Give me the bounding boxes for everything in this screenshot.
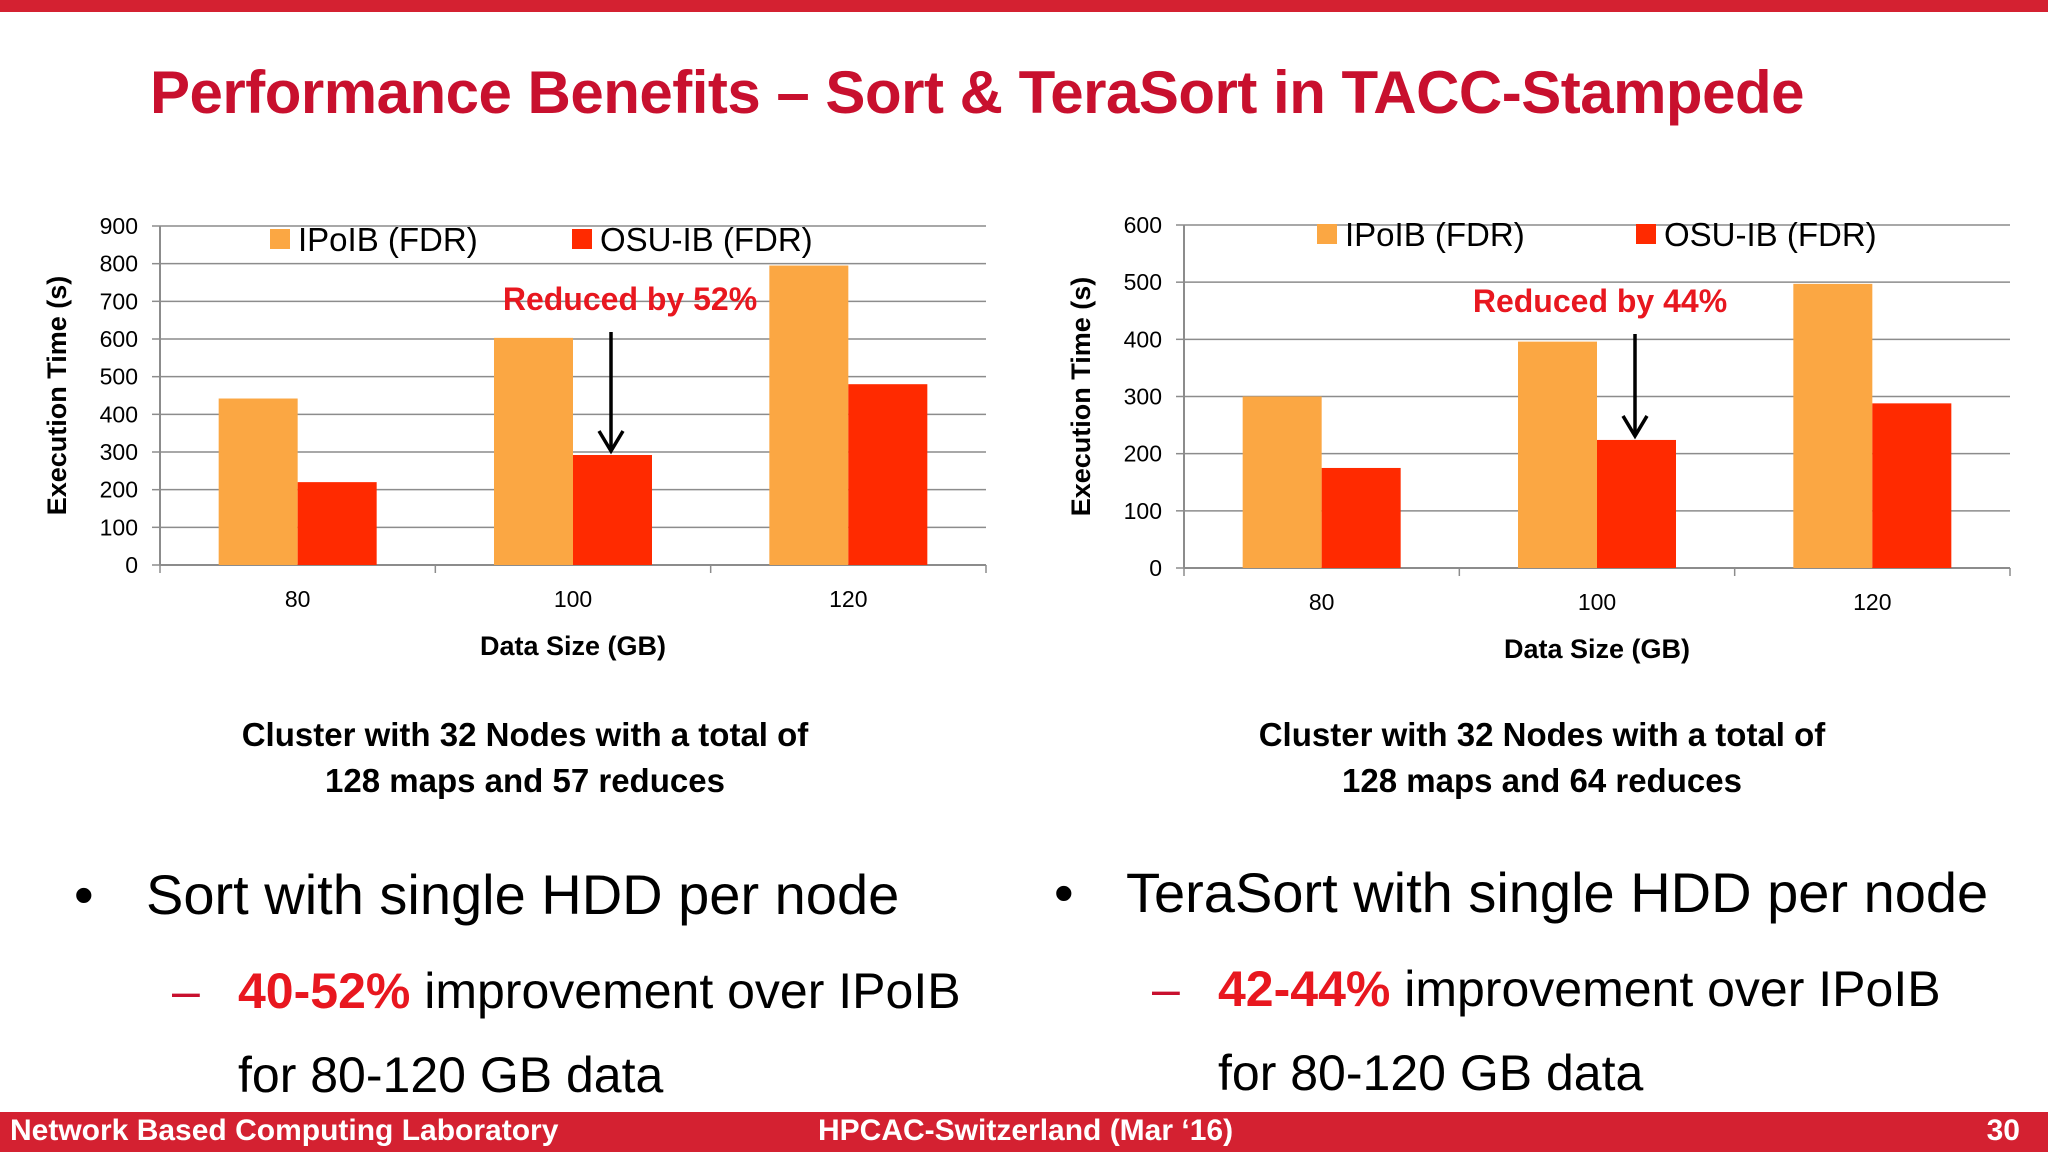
- sort-chart: 0 100 200 300 400 500 600 700 800 900 80 100 120 Data…: [42, 213, 987, 661]
- y-tick-label: 0: [125, 552, 138, 578]
- osu-ib-bar: [848, 384, 928, 565]
- terasort-caption: Cluster with 32 Nodes with a total of 12…: [1182, 712, 1902, 804]
- sort-sub-line-2: for 80-120 GB data: [238, 1047, 664, 1103]
- terasort-caption-line-2: 128 maps and 64 reduces: [1342, 762, 1742, 799]
- osu-ib-legend-swatch: [1636, 224, 1656, 244]
- y-tick-label: 200: [100, 477, 138, 503]
- ipoib-bar: [769, 265, 849, 565]
- osu-ib-bar: [1321, 467, 1401, 568]
- top-accent-bar: [0, 0, 2048, 12]
- sort-caption-line-1: Cluster with 32 Nodes with a total of: [241, 716, 809, 753]
- x-tick-label: 100: [1578, 589, 1616, 615]
- ipoib-bar: [1518, 341, 1597, 568]
- osu-ib-legend-label: OSU-IB (FDR): [1664, 216, 1877, 253]
- terasort-chart: 0 100 200 300 400 500 600 80 100 120 Data Size (GB…: [1066, 212, 2011, 664]
- ipoib-bar: [218, 398, 298, 565]
- sort-sub-line-1: 40-52% improvement over IPoIB: [238, 962, 961, 1020]
- ipoib-legend-swatch: [270, 229, 290, 249]
- y-tick-label: 900: [100, 213, 138, 239]
- footer-bar: Network Based Computing Laboratory HPCAC…: [0, 1112, 2048, 1152]
- y-tick-label: 400: [100, 401, 138, 427]
- osu-ib-bar: [1597, 439, 1676, 568]
- reduction-arrowhead: [597, 430, 625, 455]
- ipoib-legend-label: IPoIB (FDR): [1345, 216, 1525, 253]
- footer-event: HPCAC-Switzerland (Mar ‘16): [818, 1114, 1234, 1147]
- footer-lab-name: Network Based Computing Laboratory: [10, 1114, 559, 1147]
- osu-ib-bar: [1872, 403, 1952, 568]
- y-tick-label: 300: [100, 439, 138, 465]
- y-tick-label: 500: [100, 364, 138, 390]
- x-tick-label: 80: [1309, 589, 1335, 615]
- sort-caption-line-2: 128 maps and 57 reduces: [325, 762, 725, 799]
- terasort-sub-line-2: for 80-120 GB data: [1218, 1045, 1644, 1101]
- ipoib-legend-label: IPoIB (FDR): [298, 221, 478, 258]
- y-tick-label: 400: [1124, 326, 1162, 352]
- ipoib-legend-swatch: [1317, 224, 1337, 244]
- y-axis-title: Execution Time (s): [42, 276, 72, 516]
- sort-bullet-text: Sort with single HDD per node: [146, 863, 900, 926]
- x-tick-label: 100: [554, 586, 592, 612]
- sub-bullet-dash: –: [172, 963, 200, 1019]
- reduction-annotation: Reduced by 52%: [503, 281, 757, 317]
- y-tick-label: 300: [1124, 384, 1162, 410]
- y-tick-label: 100: [1124, 498, 1162, 524]
- ipoib-bar: [494, 337, 573, 565]
- terasort-sub-line-1: 42-44% improvement over IPoIB: [1218, 960, 1941, 1018]
- sort-improvement-text: improvement over IPoIB: [410, 963, 961, 1019]
- osu-ib-legend-label: OSU-IB (FDR): [600, 221, 813, 258]
- x-axis-title: Data Size (GB): [1504, 634, 1690, 664]
- x-tick-label: 80: [285, 586, 311, 612]
- terasort-improvement-highlight: 42-44%: [1218, 961, 1391, 1017]
- y-tick-label: 100: [100, 514, 138, 540]
- sort-caption: Cluster with 32 Nodes with a total of 12…: [165, 712, 885, 804]
- y-tick-label: 200: [1124, 441, 1162, 467]
- reduction-arrowhead: [1621, 415, 1649, 440]
- footer-page-number: 30: [1986, 1114, 2020, 1147]
- x-axis-title: Data Size (GB): [480, 631, 666, 661]
- y-tick-label: 500: [1124, 269, 1162, 295]
- osu-ib-legend-swatch: [572, 229, 592, 249]
- x-tick-label: 120: [829, 586, 867, 612]
- ipoib-bar: [1242, 396, 1322, 568]
- slide-title: Performance Benefits – Sort & TeraSort i…: [150, 59, 1804, 126]
- terasort-bullet-text: TeraSort with single HDD per node: [1126, 861, 1989, 924]
- ipoib-bar: [1793, 283, 1873, 568]
- y-tick-label: 600: [1124, 212, 1162, 238]
- y-tick-label: 700: [100, 288, 138, 314]
- y-tick-label: 0: [1149, 555, 1162, 581]
- osu-ib-bar: [297, 482, 377, 565]
- sort-improvement-highlight: 40-52%: [238, 963, 411, 1019]
- y-axis-title: Execution Time (s): [1066, 277, 1096, 517]
- terasort-caption-line-1: Cluster with 32 Nodes with a total of: [1258, 716, 1826, 753]
- x-tick-label: 120: [1853, 589, 1891, 615]
- osu-ib-bar: [573, 455, 652, 565]
- bullet-dot: •: [74, 863, 94, 926]
- terasort-improvement-text: improvement over IPoIB: [1390, 961, 1941, 1017]
- y-tick-label: 600: [100, 326, 138, 352]
- y-tick-label: 800: [100, 251, 138, 277]
- reduction-annotation: Reduced by 44%: [1473, 283, 1727, 319]
- bullet-dot: •: [1054, 861, 1074, 924]
- sub-bullet-dash: –: [1152, 961, 1180, 1017]
